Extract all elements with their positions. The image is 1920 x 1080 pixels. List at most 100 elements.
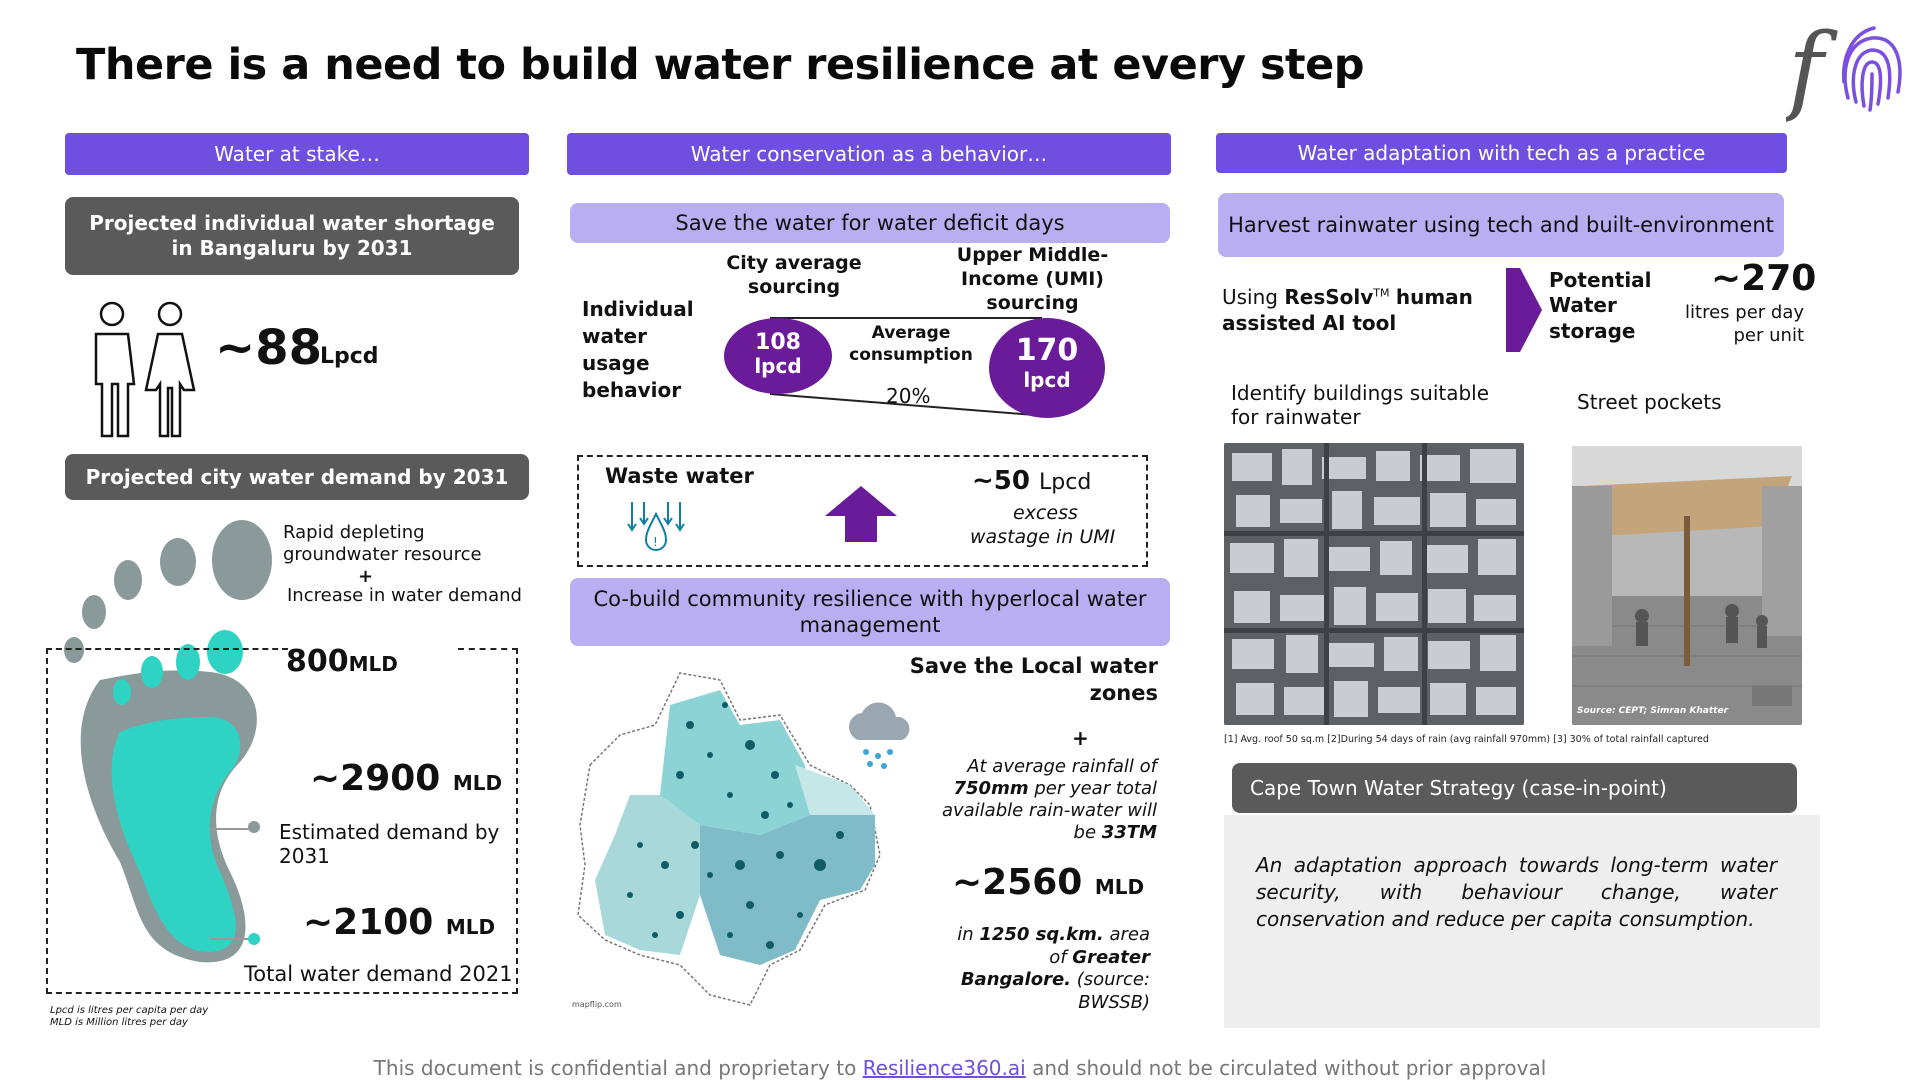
estimated-text: Estimated demand by 2031	[279, 820, 500, 868]
area-text-2: 1250 sq.km.	[979, 924, 1104, 945]
footer-post: and should not be circulated without pri…	[1032, 1056, 1547, 1080]
footnote: [1] Avg. roof 50 sq.m [2]During 54 days …	[1224, 734, 1709, 745]
value-2560: ~2560 MLD	[952, 862, 1144, 903]
left-column-header: Water at stake…	[65, 133, 529, 175]
demand-title: Projected city water demand by 2031	[65, 454, 529, 500]
svg-text:!: !	[653, 535, 658, 549]
area-text: in 1250 sq.km. area of Greater Bangalore…	[942, 924, 1150, 1014]
ressolv-text-1: Using	[1222, 285, 1278, 309]
value-2560-unit: MLD	[1094, 875, 1145, 899]
potential-storage-label: Potential Water storage	[1549, 268, 1652, 343]
value-108-number: 108	[755, 330, 801, 355]
identify-text: Identify buildings suitable for rainwate…	[1231, 381, 1490, 429]
save-local-text: Save the Local water zones	[909, 654, 1158, 706]
area-text-4: Greater Bangalore.	[960, 946, 1150, 991]
middle-column-header: Water conservation as a behavior…	[567, 133, 1171, 175]
rainfall-text-2: 750mm	[953, 777, 1029, 799]
total-connector	[210, 930, 260, 945]
rainfall-text-4: 33TM	[1101, 821, 1157, 843]
resilience-link[interactable]: Resilience360.ai	[862, 1056, 1026, 1080]
cape-town-text: Cape Town Water Strategy (case-in-point)	[1250, 775, 1667, 800]
cobuild-banner: Co-build community resilience with hyper…	[570, 578, 1170, 646]
rainfall-text: At average rainfall of 750mm per year to…	[935, 756, 1157, 844]
rainfall-text-1: At average rainfall of	[967, 756, 1157, 777]
people-icon	[82, 296, 202, 441]
street-pockets-text: Street pockets	[1577, 390, 1722, 414]
value-2900-unit: MLD	[452, 771, 503, 795]
brand-logo: f	[1782, 12, 1910, 132]
adaptation-text: An adaptation approach towards long-term…	[1256, 853, 1777, 931]
value-800-number: 800	[286, 644, 349, 679]
ressolv-text-2: ResSolv	[1284, 285, 1374, 309]
rain-cloud-icon	[840, 700, 920, 770]
value-170-unit: lpcd	[1023, 367, 1071, 392]
cape-town-banner: Cape Town Water Strategy (case-in-point)	[1232, 763, 1797, 813]
footer-pre: This document is confidential and propri…	[373, 1056, 857, 1080]
confidentiality-footer: This document is confidential and propri…	[0, 1056, 1920, 1080]
chevron-right-icon	[1506, 268, 1542, 352]
note-lpcd: Lpcd is litres per capita per day	[50, 1005, 209, 1016]
save-deficit-text: Save the water for water deficit days	[675, 210, 1065, 235]
shortage-value: ~88	[215, 320, 323, 376]
area-text-3: area of	[1049, 924, 1150, 968]
ressolv-text-3: human assisted AI tool	[1222, 285, 1473, 335]
svg-text:f: f	[1786, 13, 1838, 125]
value-2100-number: ~2100	[303, 902, 434, 943]
avg-consumption-label: Average consumption	[849, 323, 973, 366]
shortage-unit: Lpcd	[320, 344, 379, 369]
plus-sign-left: +	[358, 566, 374, 587]
depleting-text: Rapid depleting groundwater resource	[283, 522, 482, 565]
individual-behavior-label: Individual water usage behavior	[582, 297, 694, 402]
cape-town-panel	[1224, 815, 1820, 1028]
value-2100-unit: MLD	[445, 915, 496, 939]
note-mld: MLD is Million litres per day	[50, 1017, 188, 1028]
demand-dashed-box	[46, 648, 518, 994]
page-title: There is a need to build water resilienc…	[76, 40, 1365, 90]
estimated-connector	[210, 818, 260, 833]
bangalore-map	[570, 665, 930, 1015]
value-270: ~270	[1711, 258, 1817, 299]
wastage-text: wastage in UMI	[970, 526, 1116, 548]
shortage-title: Projected individual water shortage in B…	[65, 197, 519, 275]
demand-title-text: Projected city water demand by 2031	[85, 464, 509, 489]
value-2100: ~2100 MLD	[303, 902, 495, 943]
value-170-number: 170	[1015, 333, 1079, 368]
consumption-diagram	[722, 316, 1112, 420]
photo-credit: Source: CEPT; Simran Khatter	[1577, 706, 1729, 716]
cobuild-text: Co-build community resilience with hyper…	[593, 586, 1147, 637]
plus-sign-middle: +	[1072, 726, 1089, 750]
umi-label: Upper Middle-Income (UMI) sourcing	[956, 244, 1109, 314]
value-108: 108 lpcd	[728, 330, 828, 378]
total-text: Total water demand 2021	[244, 962, 513, 986]
per-day-text: litres per day per unit	[1685, 302, 1804, 346]
ressolv-text: Using ResSolvTM human assisted AI tool	[1222, 284, 1487, 336]
save-deficit-banner: Save the water for water deficit days	[570, 203, 1170, 243]
map-credit: mapflip.com	[572, 1000, 622, 1009]
footprint-icon	[60, 512, 280, 972]
street-pocket-image	[1572, 446, 1802, 725]
area-source: (source: BWSSB)	[1076, 969, 1150, 1013]
value-2900-number: ~2900	[310, 758, 441, 799]
harvest-text: Harvest rainwater using tech and built-e…	[1228, 212, 1774, 237]
area-text-1: in	[957, 924, 974, 945]
value-50-unit: Lpcd	[1039, 470, 1092, 495]
aerial-buildings-image	[1224, 443, 1524, 725]
percent-label: 20%	[886, 384, 931, 408]
value-50-number: ~50	[972, 466, 1030, 496]
up-arrow-icon	[825, 486, 897, 542]
dashed-top-left	[46, 648, 288, 650]
waste-water-label: Waste water	[605, 464, 754, 488]
rainfall-text-3: per year total available rain-water will…	[941, 777, 1157, 843]
excess-text: excess	[1013, 502, 1078, 524]
right-column-header: Water adaptation with tech as a practice	[1216, 133, 1787, 173]
shortage-title-text: Projected individual water shortage in B…	[89, 211, 495, 260]
ressolv-tm: TM	[1373, 286, 1390, 300]
value-170: 170 lpcd	[988, 333, 1106, 392]
increase-text: Increase in water demand	[287, 585, 522, 606]
waste-water-box	[577, 455, 1148, 567]
value-108-unit: lpcd	[754, 354, 802, 379]
value-50: ~50 Lpcd	[972, 466, 1091, 496]
city-average-label: City average sourcing	[726, 252, 862, 298]
value-2560-number: ~2560	[952, 862, 1083, 903]
harvest-banner: Harvest rainwater using tech and built-e…	[1218, 193, 1784, 257]
